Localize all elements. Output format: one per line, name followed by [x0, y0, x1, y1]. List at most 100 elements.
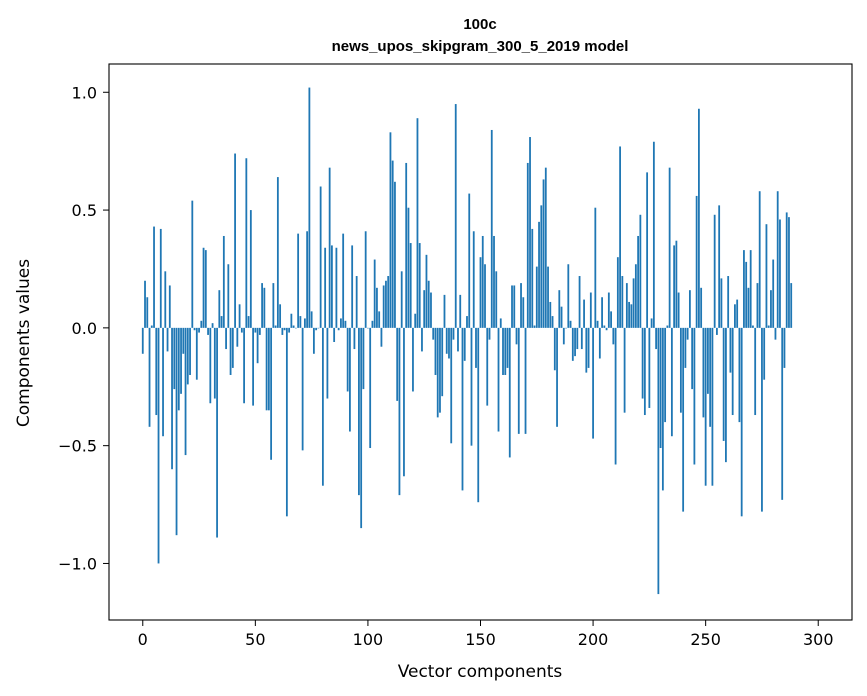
- bar-60: [276, 177, 279, 328]
- bar-238: [677, 292, 680, 328]
- bar-19: [184, 327, 187, 456]
- bar-50: [254, 327, 257, 333]
- bar-206: [605, 327, 608, 331]
- bar-23: [193, 327, 196, 331]
- bar-261: [729, 327, 732, 373]
- bar-214: [623, 327, 626, 413]
- bar-172: [529, 137, 531, 328]
- bar-205: [603, 325, 606, 328]
- bar-26: [200, 320, 203, 328]
- bar-15: [175, 327, 178, 536]
- bar-161: [504, 327, 507, 375]
- bar-27: [202, 247, 205, 328]
- bar-77: [315, 327, 318, 331]
- bar-179: [544, 167, 547, 328]
- bar-198: [587, 327, 590, 368]
- bar-196: [583, 299, 585, 328]
- bar-208: [610, 311, 612, 328]
- bar-169: [522, 297, 525, 328]
- bar-95: [355, 276, 358, 328]
- bar-250: [704, 327, 707, 486]
- bar-69: [297, 233, 300, 328]
- y-tick-label-0: −1.0: [58, 554, 97, 573]
- bar-126: [425, 254, 428, 328]
- bar-162: [506, 327, 509, 368]
- bar-85: [333, 327, 336, 342]
- bar-218: [632, 278, 635, 328]
- bar-268: [745, 261, 748, 328]
- bar-202: [596, 320, 599, 328]
- bar-147: [472, 231, 475, 328]
- bar-89: [342, 233, 345, 328]
- bar-8: [159, 228, 162, 328]
- bar-264: [736, 299, 739, 328]
- bar-52: [258, 327, 261, 335]
- bar-5: [153, 226, 155, 328]
- bar-228: [655, 327, 658, 350]
- bar-149: [477, 327, 480, 503]
- bar-86: [335, 247, 338, 328]
- bar-128: [430, 292, 432, 328]
- bar-247: [698, 108, 700, 328]
- bar-235: [670, 327, 673, 437]
- bar-252: [709, 327, 712, 427]
- bar-177: [540, 205, 543, 328]
- bar-79: [319, 186, 322, 328]
- bar-212: [619, 146, 621, 328]
- bar-63: [283, 327, 286, 331]
- bar-3: [148, 327, 151, 427]
- bar-97: [360, 327, 363, 529]
- bar-146: [470, 327, 473, 446]
- bar-164: [511, 285, 513, 328]
- bar-0: [141, 327, 144, 354]
- bar-175: [535, 266, 538, 328]
- bar-56: [267, 327, 270, 411]
- bar-141: [459, 294, 462, 328]
- x-tick-label-200: 200: [578, 630, 609, 649]
- bar-274: [758, 191, 761, 328]
- bar-35: [220, 316, 223, 328]
- bar-216: [628, 301, 630, 328]
- bar-219: [634, 264, 637, 328]
- bar-40: [231, 327, 234, 368]
- bar-183: [553, 327, 556, 371]
- bar-254: [713, 214, 716, 328]
- bar-236: [673, 245, 676, 328]
- bar-14: [173, 327, 176, 390]
- bar-44: [240, 327, 243, 333]
- bar-11: [166, 327, 169, 352]
- bar-234: [668, 167, 671, 328]
- bar-45: [243, 327, 245, 404]
- bar-190: [569, 320, 572, 328]
- bar-48: [249, 210, 252, 328]
- bar-227: [652, 141, 655, 328]
- bar-90: [344, 320, 347, 328]
- bar-84: [331, 245, 333, 328]
- bar-75: [310, 311, 313, 328]
- bar-36: [222, 235, 225, 328]
- bar-108: [385, 280, 387, 328]
- bar-21: [189, 327, 191, 375]
- bar-265: [738, 327, 741, 423]
- bar-217: [630, 304, 633, 328]
- bar-246: [695, 195, 698, 328]
- bar-22: [191, 200, 194, 328]
- bar-188: [565, 327, 567, 329]
- bar-200: [592, 327, 594, 439]
- bar-220: [637, 235, 640, 328]
- bar-204: [601, 297, 603, 328]
- bar-125: [423, 290, 426, 328]
- bar-64: [285, 327, 288, 517]
- plot-frame: [108, 63, 853, 621]
- bar-116: [403, 327, 405, 477]
- bar-82: [326, 327, 329, 399]
- bar-16: [177, 327, 180, 411]
- bar-222: [641, 327, 644, 399]
- bar-88: [340, 318, 342, 328]
- bar-87: [337, 327, 340, 331]
- bar-165: [513, 285, 516, 328]
- bar-256: [718, 205, 721, 328]
- bar-213: [621, 276, 624, 328]
- bar-136: [448, 327, 450, 359]
- bar-180: [547, 266, 549, 328]
